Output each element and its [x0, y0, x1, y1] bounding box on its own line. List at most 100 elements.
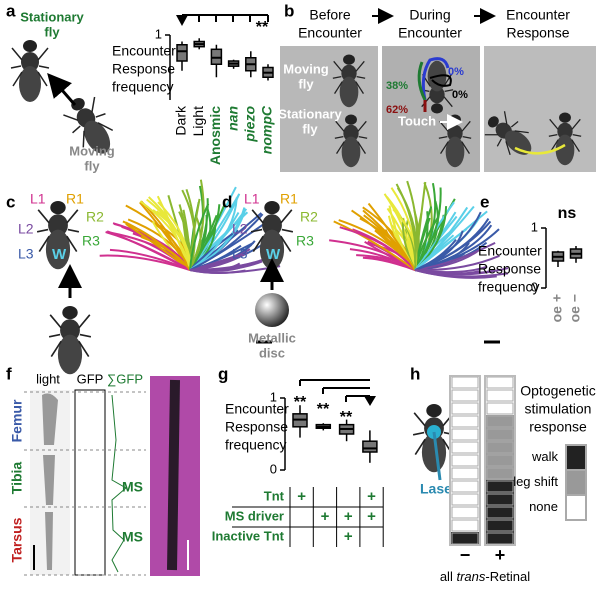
leg-label: L3: [232, 246, 248, 262]
x-tick-label: Dark: [173, 105, 189, 136]
annotation: **: [294, 394, 307, 411]
header: Before: [309, 7, 350, 23]
cell: +: [344, 508, 353, 525]
trajectory: [181, 189, 196, 271]
leg-label: R1: [66, 191, 84, 207]
header: Encounter: [398, 25, 462, 41]
cell-outline: [486, 389, 514, 402]
segment-label: Femur: [9, 399, 25, 442]
gfp-trace: [111, 394, 127, 573]
percent-label: 0%: [448, 66, 464, 78]
column-frame: [484, 375, 516, 546]
cell-outline: [451, 454, 479, 467]
annotation: ns: [558, 205, 577, 222]
cell: +: [367, 488, 376, 505]
y-tick-label: 1: [270, 389, 277, 404]
legend-label: none: [529, 499, 558, 514]
header: During: [409, 7, 450, 23]
photo-label: Stationary: [278, 106, 342, 121]
cell-outline: [486, 428, 514, 441]
cell-outline: [486, 415, 514, 428]
cell-outline: [451, 467, 479, 480]
trajectory: [189, 179, 205, 271]
cell-segment: [485, 415, 515, 480]
fly-label: fly: [44, 24, 60, 39]
table: Tnt + + MS driver + + + Inactive Tnt +: [212, 487, 384, 547]
cell-outline: [486, 506, 514, 519]
y-axis-label: Response: [225, 419, 288, 435]
leg-label: L2: [232, 221, 248, 237]
label-part: -Retinal: [485, 569, 530, 584]
cell-outline: [451, 389, 479, 402]
panel-label: h: [410, 364, 420, 383]
legend-swatch: [565, 444, 587, 471]
trajectory: [105, 231, 191, 271]
trajectory: [125, 223, 191, 271]
segment-label: Tibia: [9, 462, 25, 495]
panel-label: c: [6, 192, 15, 211]
x-axis-label: all trans-Retinal: [440, 569, 530, 584]
leg-label: R2: [86, 209, 104, 225]
y-tick-label: 1: [531, 219, 538, 234]
fly-label: fly: [84, 158, 100, 173]
trajectory: [109, 248, 191, 271]
x-tick-label: piezo: [242, 106, 258, 143]
trajectory: [140, 236, 191, 271]
trajectory: [429, 74, 452, 87]
cell-outline: [451, 480, 479, 493]
fly-label: Stationary: [20, 9, 84, 24]
leg-label: W: [266, 246, 281, 263]
cell-outline: [451, 415, 479, 428]
trajectory: [189, 213, 264, 271]
y-axis-label: Encounter: [478, 243, 542, 259]
cell-segment: [485, 376, 515, 415]
column-header: GFP: [77, 371, 104, 386]
label-part: all: [440, 569, 457, 584]
trajectory: [421, 57, 450, 101]
x-tick-label: oe +: [549, 294, 565, 322]
row-label: MS driver: [225, 508, 284, 523]
y-tick-label: 0: [531, 279, 538, 294]
y-axis-label: frequency: [478, 279, 539, 295]
reference-marker: [176, 15, 188, 26]
box: [176, 44, 188, 62]
cell-outline: [451, 506, 479, 519]
y-axis-label: Encounter: [112, 43, 176, 59]
x-tick-label: +: [495, 545, 506, 565]
panel-label: g: [218, 364, 228, 383]
y-tick-label: 0: [270, 461, 277, 476]
disc-label: Metallic: [248, 330, 296, 345]
leg-label: L2: [18, 221, 34, 237]
trajectory: [339, 226, 416, 271]
bracket: [182, 14, 269, 22]
cell-outline: [451, 402, 479, 415]
cell-outline: [486, 402, 514, 415]
cell: +: [344, 528, 353, 545]
trajectory: [417, 61, 427, 101]
fly-image: [48, 305, 92, 376]
fly-image: [10, 39, 50, 103]
trajectories: [329, 180, 509, 279]
legend-title: stimulation: [525, 401, 592, 417]
laser-label: Laser: [420, 481, 458, 497]
cell-segment: [450, 376, 480, 532]
segment-label: Tarsus: [9, 517, 25, 562]
row-label: Tnt: [264, 488, 285, 503]
legend-title: Optogenetic: [520, 383, 596, 399]
disc-label: disc: [259, 345, 285, 360]
y-axis-label: frequency: [225, 437, 286, 453]
legend-title: response: [529, 419, 587, 435]
leg-label: W: [52, 246, 67, 263]
column-frame: [449, 375, 481, 546]
x-tick-label: nan: [224, 106, 240, 131]
legend-label: leg shift: [513, 474, 558, 489]
cell-outline: [486, 493, 514, 506]
percent-label: 38%: [386, 80, 408, 92]
cell-outline: [451, 441, 479, 454]
cell-outline: [451, 428, 479, 441]
leg-label: L3: [18, 246, 34, 262]
trajectories: [99, 179, 283, 275]
column-header: light: [36, 371, 60, 386]
panel-label: a: [6, 1, 16, 20]
